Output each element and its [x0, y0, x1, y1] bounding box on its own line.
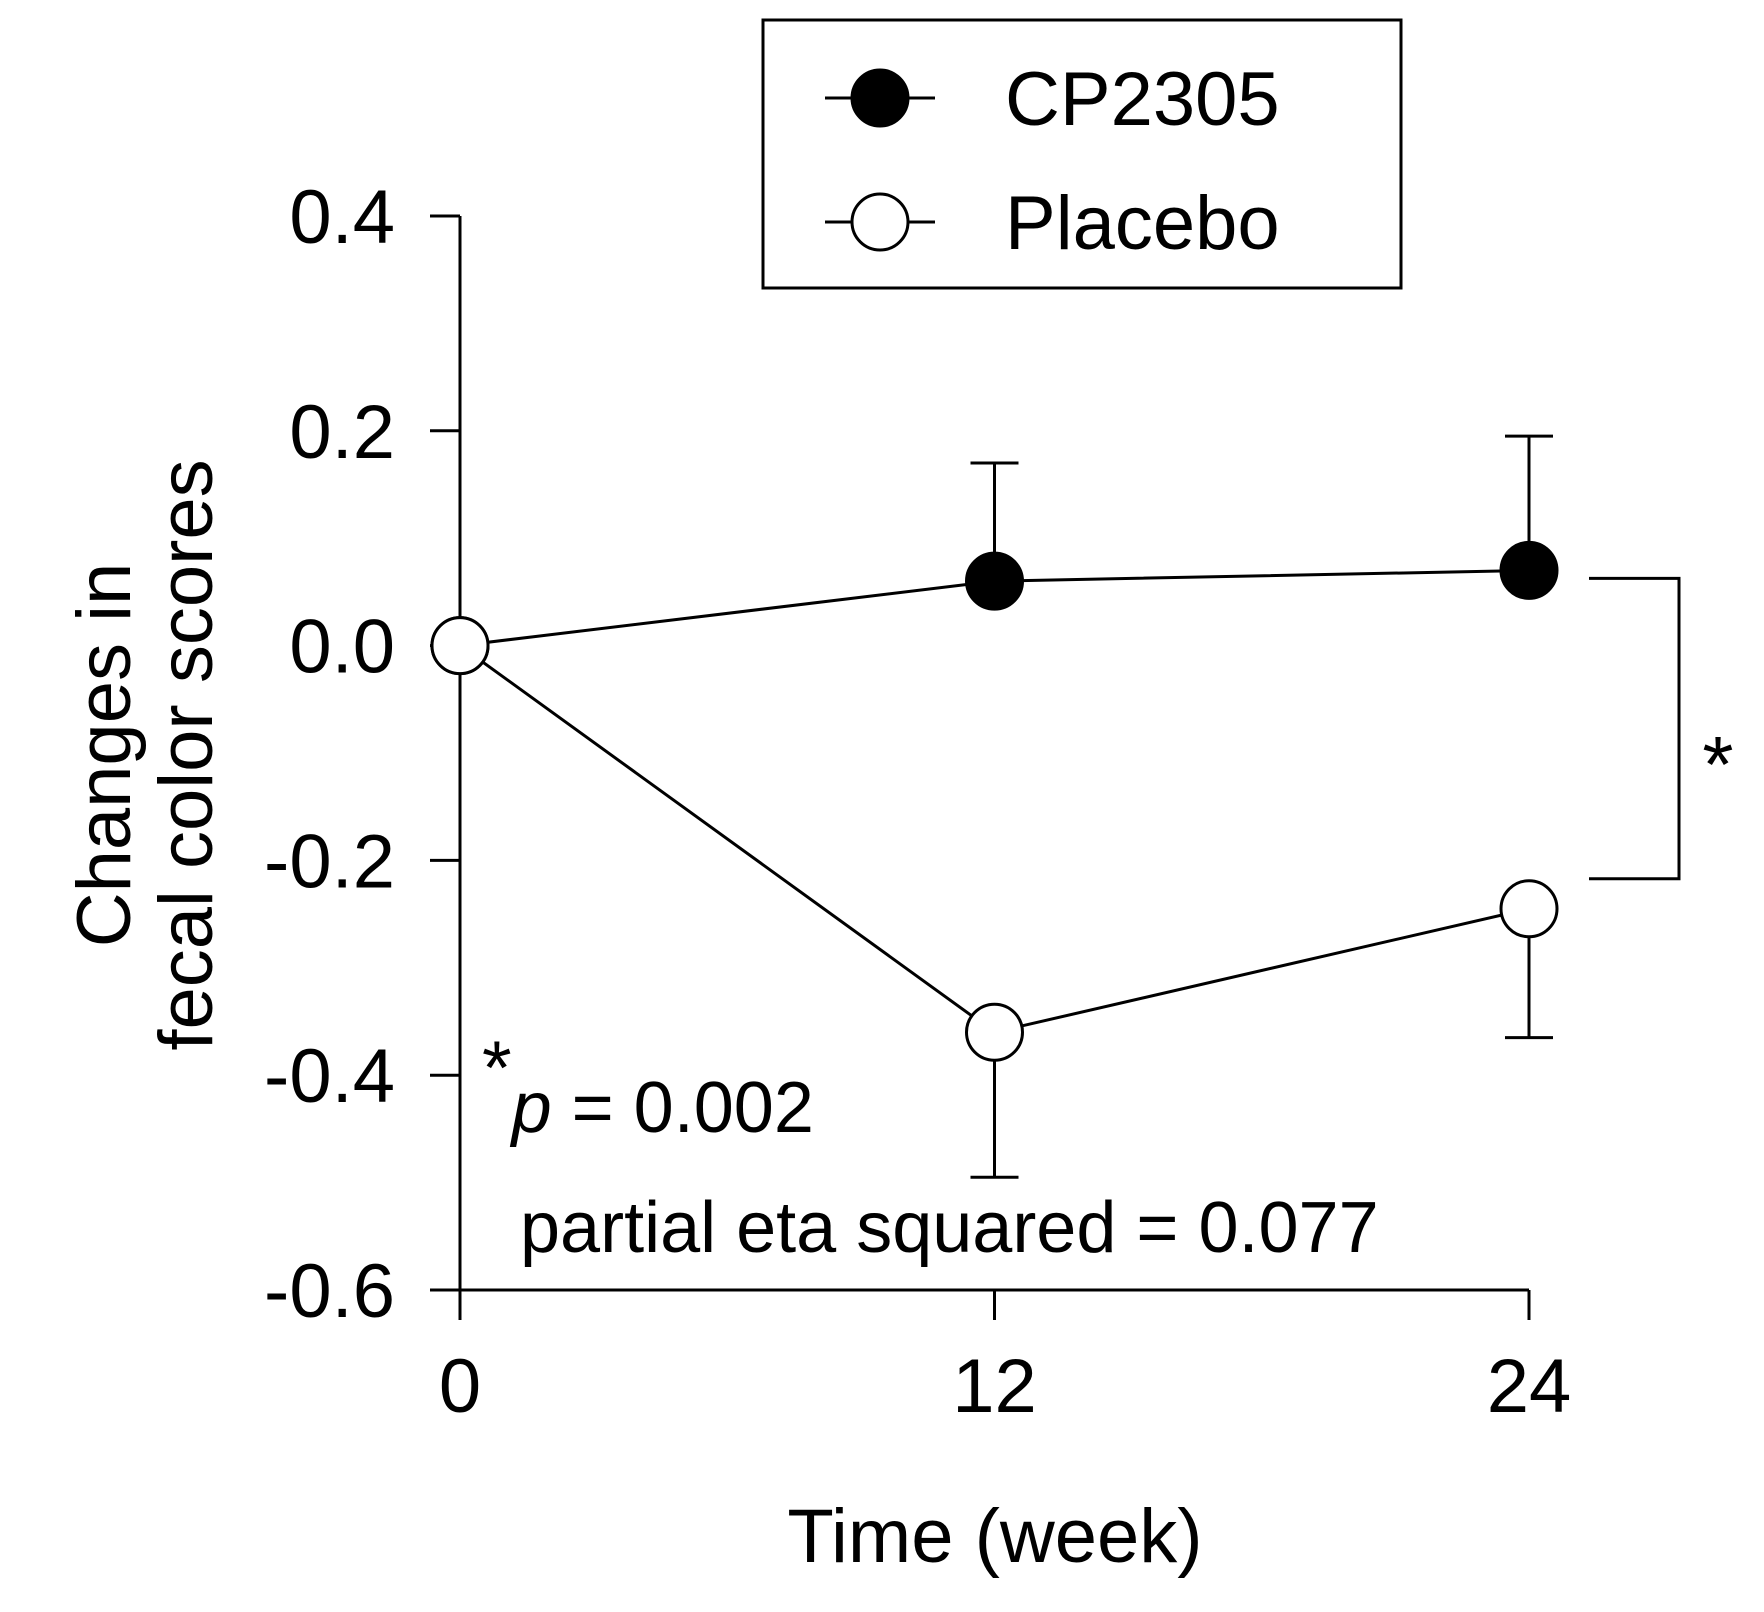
p-star: *: [482, 1026, 512, 1111]
bracket-line: [1589, 576, 1681, 881]
y-tick-label-2: 0.0: [289, 605, 395, 690]
legend-label-CP2305: CP2305: [1005, 57, 1280, 142]
x-tick-label-0: 0: [439, 1344, 481, 1429]
significance-bracket: *: [1589, 576, 1734, 881]
y-tick-label-5: -0.6: [264, 1249, 395, 1334]
x-axis-title: Time (week): [787, 1494, 1202, 1579]
legend-marker-CP2305: [850, 68, 910, 128]
legend-marker-Placebo: [850, 192, 910, 252]
p-letter: p: [510, 1068, 552, 1148]
plot-area: [430, 434, 1559, 1179]
point-Placebo-1: [965, 1002, 1024, 1062]
y-axis-title-line-2: fecal color scores: [144, 459, 229, 1050]
legend-items: CP2305 Placebo: [825, 57, 1280, 266]
y-tick-label-1: 0.2: [289, 390, 395, 475]
legend: CP2305 Placebo: [761, 18, 1403, 290]
effect-size-text: partial eta squared = 0.077: [520, 1188, 1379, 1268]
point-CP2305-2: [1499, 540, 1559, 600]
legend-label-Placebo: Placebo: [1005, 181, 1280, 266]
bracket-star: *: [1702, 720, 1733, 809]
y-tick-label-3: -0.2: [264, 819, 395, 904]
stats-annotation: *p = 0.002 partial eta squared = 0.077: [482, 1026, 1379, 1268]
point-CP2305-1: [965, 551, 1024, 611]
y-tick-label-4: -0.4: [264, 1034, 395, 1119]
axes: 0.4 0.2 0.0 -0.2 -0.4 -0.6 0 12 24: [264, 175, 1571, 1429]
p-value: = 0.002: [552, 1068, 814, 1148]
point-Placebo-0: [430, 616, 490, 676]
series-line-Placebo: [459, 644, 1530, 1034]
x-tick-label-2: 24: [1487, 1344, 1572, 1429]
y-axis-title-line-1: Changes in: [62, 563, 147, 948]
x-tick-label-1: 12: [952, 1344, 1037, 1429]
point-Placebo-2: [1499, 879, 1559, 939]
y-tick-label-0: 0.4: [289, 175, 395, 260]
y-axis-title: Changes in fecal color scores: [62, 459, 229, 1050]
p-value-text: *p = 0.002: [482, 1026, 814, 1148]
